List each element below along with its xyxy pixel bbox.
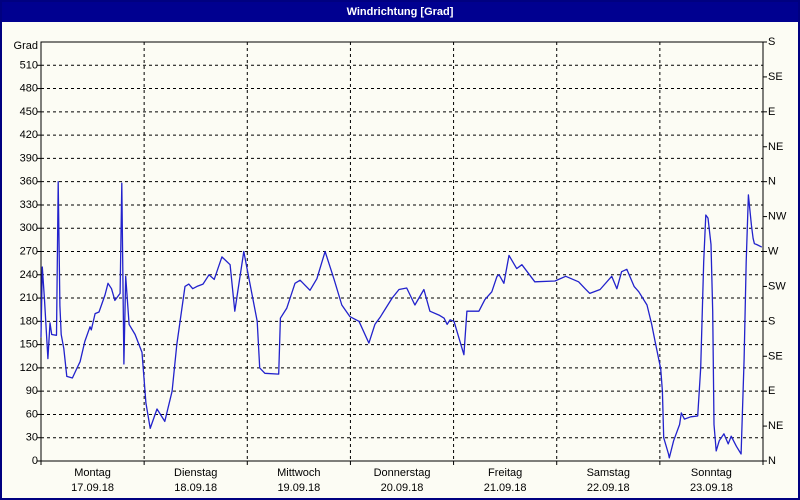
y-tick-label: 420	[20, 129, 38, 141]
day-label: Dienstag	[174, 467, 217, 479]
compass-tick-label: N	[768, 176, 776, 188]
wind-direction-line	[40, 181, 762, 459]
y-tick-label: 210	[20, 292, 38, 304]
y-tick-label: 180	[20, 315, 38, 327]
y-tick-label: 360	[20, 176, 38, 188]
compass-tick-label: SE	[768, 71, 783, 83]
date-label: 18.09.18	[174, 482, 217, 494]
day-label: Montag	[74, 467, 111, 479]
day-label: Samstag	[587, 467, 630, 479]
date-label: 20.09.18	[381, 482, 424, 494]
compass-tick-label: E	[768, 385, 775, 397]
y-tick-label: 30	[26, 432, 38, 444]
compass-tick-label: S	[768, 36, 775, 48]
date-label: 19.09.18	[277, 482, 320, 494]
y-tick-label: 270	[20, 246, 38, 258]
day-label: Freitag	[488, 467, 522, 479]
compass-tick-label: NE	[768, 420, 783, 432]
compass-tick-label: NW	[768, 211, 787, 223]
y-tick-label: 510	[20, 59, 38, 71]
y-tick-label: 150	[20, 339, 38, 351]
date-label: 23.09.18	[690, 482, 733, 494]
compass-tick-label: SE	[768, 350, 783, 362]
y-tick-label: 330	[20, 199, 38, 211]
compass-tick-label: NE	[768, 141, 783, 153]
day-label: Donnerstag	[374, 467, 431, 479]
y-tick-label: 450	[20, 106, 38, 118]
date-label: 22.09.18	[587, 482, 630, 494]
y-tick-label: 300	[20, 222, 38, 234]
y-tick-label: 120	[20, 362, 38, 374]
y-tick-label: 390	[20, 152, 38, 164]
day-label: Sonntag	[691, 467, 732, 479]
y-tick-label: 240	[20, 269, 38, 281]
y-tick-label: 60	[26, 408, 38, 420]
window-title: Windrichtung [Grad]	[346, 6, 454, 18]
compass-tick-label: N	[768, 455, 776, 467]
compass-tick-label: S	[768, 315, 775, 327]
compass-tick-label: SW	[768, 280, 786, 292]
y-tick-label: 0	[32, 455, 38, 467]
title-bar: Windrichtung [Grad]	[2, 2, 798, 22]
y-axis-unit-label: Grad	[14, 40, 38, 52]
date-label: 17.09.18	[71, 482, 114, 494]
y-tick-label: 480	[20, 83, 38, 95]
date-label: 21.09.18	[484, 482, 527, 494]
compass-tick-label: E	[768, 106, 775, 118]
day-label: Mittwoch	[277, 467, 320, 479]
y-tick-label: 90	[26, 385, 38, 397]
compass-tick-label: W	[768, 246, 779, 258]
